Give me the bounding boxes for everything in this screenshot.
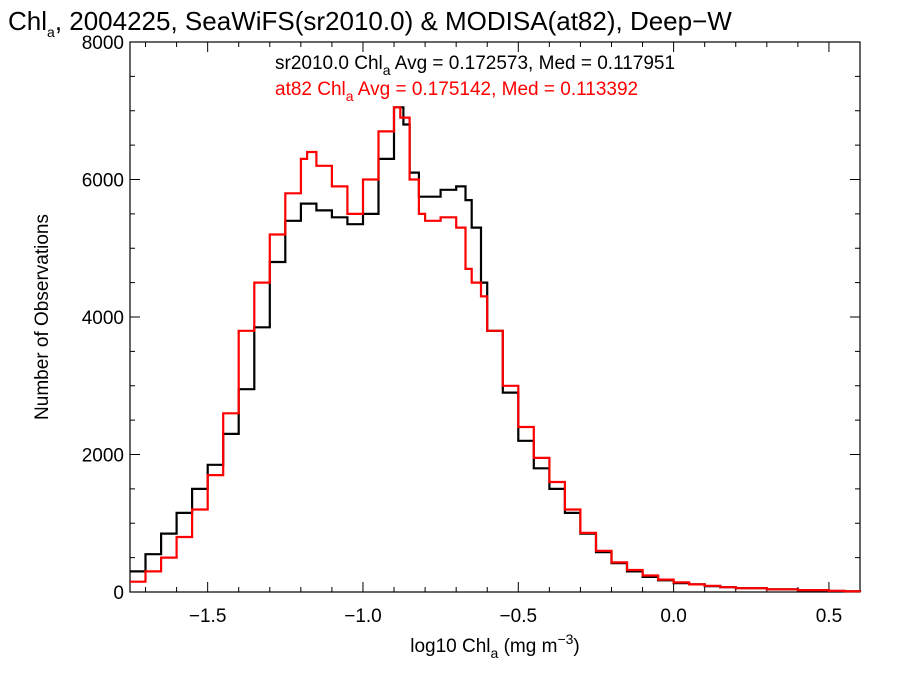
axis-ticks: −1.5 −1.0 −0.5 0.0 0.5 0 2000 4000 6000 8000 [82,33,861,627]
y-tick-label: 2000 [82,446,124,467]
x-axis-label: log10 Chla (mg m−3) [410,631,579,661]
y-tick-label: 6000 [82,171,124,192]
x-tick-label: −1.0 [344,606,382,627]
series-line-at82 [130,106,862,593]
y-axis-label: Number of Observations [32,214,53,420]
y-tick-label: 4000 [82,308,124,329]
legend-series-sr2010: sr2010.0 Chla Avg = 0.172573, Med = 0.11… [275,53,675,78]
chart-title: Chla, 2004225, SeaWiFS(sr2010.0) & MODIS… [8,6,732,40]
plot-frame [129,41,861,593]
series-layer [130,106,862,593]
x-tick-label: 0.5 [816,606,842,627]
legend-series-at82: at82 Chla Avg = 0.175142, Med = 0.113392 [275,79,638,104]
y-tick-label: 8000 [82,33,124,54]
y-tick-label: 0 [113,583,124,604]
x-tick-label: −1.5 [189,606,227,627]
x-tick-label: −0.5 [500,606,538,627]
x-tick-label: 0.0 [660,606,686,627]
